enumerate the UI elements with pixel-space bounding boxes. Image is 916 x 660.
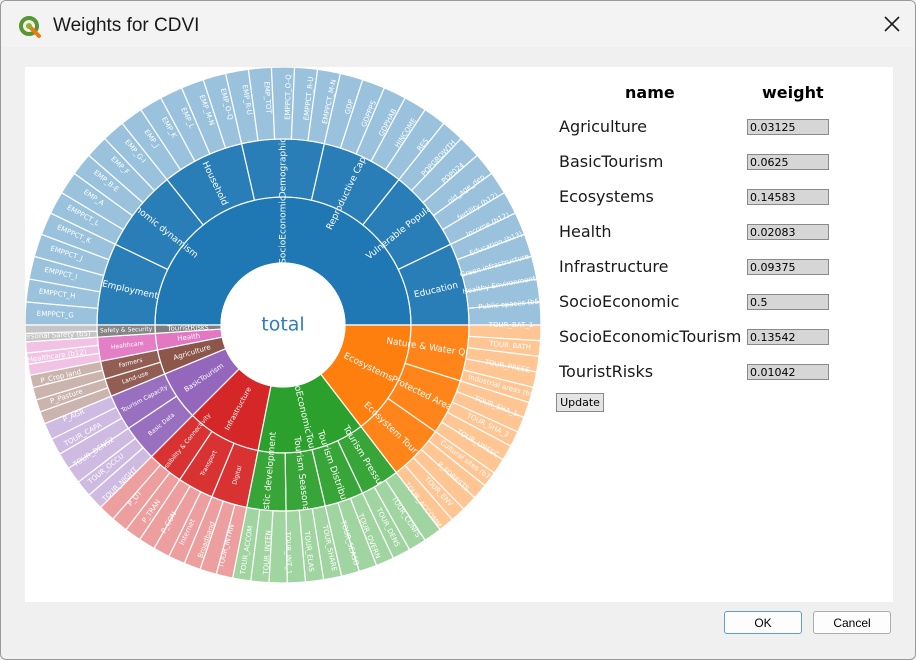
weight-input-socioeconomic[interactable] bbox=[747, 294, 829, 310]
sub-sector-label-22: Safety & Security bbox=[100, 326, 153, 335]
leaf-label: TOUR_INT_1 bbox=[284, 530, 293, 574]
weight-name-touristrisks: TouristRisks bbox=[559, 362, 654, 381]
sub-sector-label-3: Demographic bbox=[279, 138, 289, 199]
sub-sector-label-21: Healthcare bbox=[111, 340, 145, 351]
weight-input-ecosystems[interactable] bbox=[747, 189, 829, 205]
weight-name-health: Health bbox=[559, 222, 612, 241]
update-button[interactable]: Update bbox=[556, 393, 604, 412]
weight-input-touristrisks[interactable] bbox=[747, 364, 829, 380]
weight-name-ecosystems: Ecosystems bbox=[559, 187, 654, 206]
weights-panel: name weight Agriculture BasicTourism Ecosy… bbox=[555, 67, 893, 602]
weight-input-agriculture[interactable] bbox=[747, 119, 829, 135]
weight-name-socioeconomic: SocioEconomic bbox=[559, 292, 680, 311]
cancel-button[interactable]: Cancel bbox=[813, 611, 891, 634]
leaf-label: TOUR_INTEN bbox=[262, 530, 273, 576]
weight-name-agriculture: Agriculture bbox=[559, 117, 647, 136]
leaf-label: EMP_TOT bbox=[262, 81, 272, 114]
weight-input-socioeconomictourism[interactable] bbox=[747, 329, 829, 345]
weight-name-socioeconomictourism: SocioEconomicTourism bbox=[559, 327, 742, 346]
content-area: SocioEconomic Employment Economic dynamism… bbox=[25, 67, 893, 602]
sector-label-socioeconomic: SocioEconomic bbox=[279, 196, 289, 264]
sector-label-touristrisks: TouristRisks bbox=[166, 323, 209, 332]
weight-input-infrastructure[interactable] bbox=[747, 259, 829, 275]
window-title: Weights for CDVI bbox=[53, 15, 200, 36]
sector-label-health: Health bbox=[177, 332, 201, 343]
leaf-label: EMPPCT_O-Q bbox=[284, 74, 293, 120]
name-column-header: name bbox=[625, 83, 675, 102]
ok-button[interactable]: OK bbox=[724, 611, 802, 634]
qgis-logo-icon bbox=[18, 15, 42, 39]
weight-input-health[interactable] bbox=[747, 224, 829, 240]
weight-name-basictourism: BasicTourism bbox=[559, 152, 664, 171]
weight-name-infrastructure: Infrastructure bbox=[559, 257, 669, 276]
weight-input-basictourism[interactable] bbox=[747, 154, 829, 170]
leaf-label: EMPPCT_G bbox=[37, 310, 74, 320]
close-button[interactable] bbox=[869, 1, 915, 47]
center-disk bbox=[220, 262, 346, 388]
center-label: total bbox=[261, 314, 304, 336]
leaf-label: TOUR_BAT_1 bbox=[488, 321, 534, 329]
close-icon bbox=[884, 16, 900, 32]
leaf-label: TOUR_BATH bbox=[488, 340, 531, 352]
leaf-label: Personal Safety (b5) bbox=[25, 330, 91, 341]
leaf-sector[interactable] bbox=[25, 324, 98, 335]
title-bar: Weights for CDVI bbox=[1, 1, 915, 47]
weight-column-header: weight bbox=[762, 83, 824, 102]
